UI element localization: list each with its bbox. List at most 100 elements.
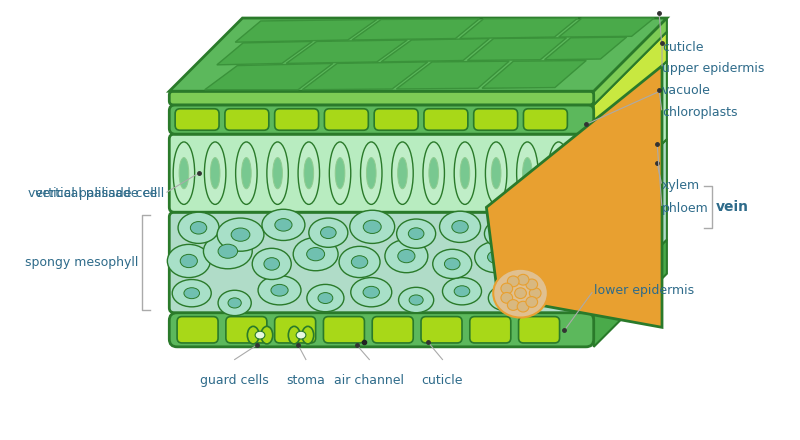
Ellipse shape <box>167 244 210 278</box>
Ellipse shape <box>264 258 279 270</box>
Ellipse shape <box>538 285 552 296</box>
Polygon shape <box>594 139 667 313</box>
Ellipse shape <box>252 248 291 279</box>
Ellipse shape <box>548 142 570 205</box>
FancyBboxPatch shape <box>421 317 462 343</box>
Text: chloroplasts: chloroplasts <box>662 106 738 119</box>
Ellipse shape <box>454 142 476 205</box>
Polygon shape <box>594 32 667 134</box>
Ellipse shape <box>494 269 548 318</box>
Ellipse shape <box>258 275 301 305</box>
Ellipse shape <box>339 246 380 278</box>
Polygon shape <box>558 18 654 37</box>
Ellipse shape <box>429 158 438 189</box>
Text: cuticle: cuticle <box>662 41 703 54</box>
Polygon shape <box>205 63 333 90</box>
FancyBboxPatch shape <box>374 109 418 130</box>
Text: vertical palisade cell: vertical palisade cell <box>28 187 157 200</box>
Ellipse shape <box>363 286 379 298</box>
Ellipse shape <box>267 142 288 205</box>
Ellipse shape <box>180 254 198 268</box>
Ellipse shape <box>452 220 468 233</box>
Ellipse shape <box>255 331 265 339</box>
FancyBboxPatch shape <box>372 317 414 343</box>
Polygon shape <box>381 39 490 62</box>
Polygon shape <box>467 38 566 60</box>
FancyBboxPatch shape <box>424 109 468 130</box>
Ellipse shape <box>398 249 415 263</box>
Ellipse shape <box>530 214 566 242</box>
Ellipse shape <box>423 142 445 205</box>
FancyBboxPatch shape <box>470 317 510 343</box>
Ellipse shape <box>433 249 472 279</box>
Ellipse shape <box>486 142 507 205</box>
Ellipse shape <box>218 244 238 258</box>
Ellipse shape <box>522 158 532 189</box>
Polygon shape <box>594 18 667 105</box>
Ellipse shape <box>526 279 538 290</box>
Polygon shape <box>170 18 667 91</box>
Ellipse shape <box>491 158 501 189</box>
Ellipse shape <box>554 158 563 189</box>
Ellipse shape <box>203 234 252 269</box>
Ellipse shape <box>217 218 264 251</box>
Polygon shape <box>235 19 377 42</box>
FancyBboxPatch shape <box>474 109 518 130</box>
Ellipse shape <box>218 290 251 315</box>
Text: upper epidermis: upper epidermis <box>662 62 764 75</box>
Ellipse shape <box>228 298 242 308</box>
Ellipse shape <box>522 249 558 279</box>
Polygon shape <box>486 66 662 327</box>
Ellipse shape <box>398 158 407 189</box>
Ellipse shape <box>306 248 325 261</box>
Ellipse shape <box>172 279 211 307</box>
Ellipse shape <box>294 238 338 271</box>
Ellipse shape <box>178 212 219 243</box>
Ellipse shape <box>351 256 368 268</box>
Ellipse shape <box>288 326 300 344</box>
FancyBboxPatch shape <box>177 317 218 343</box>
Ellipse shape <box>499 293 513 303</box>
Ellipse shape <box>397 219 436 248</box>
Polygon shape <box>594 61 667 212</box>
Ellipse shape <box>309 218 348 247</box>
Ellipse shape <box>350 210 394 243</box>
Ellipse shape <box>184 288 199 299</box>
Ellipse shape <box>261 326 273 344</box>
Polygon shape <box>545 37 626 60</box>
FancyBboxPatch shape <box>325 109 368 130</box>
Ellipse shape <box>271 284 288 296</box>
Ellipse shape <box>247 326 259 344</box>
Ellipse shape <box>507 276 519 287</box>
Polygon shape <box>217 41 313 65</box>
Ellipse shape <box>190 222 206 234</box>
Ellipse shape <box>173 142 194 205</box>
Ellipse shape <box>408 228 424 239</box>
FancyBboxPatch shape <box>170 212 594 313</box>
Ellipse shape <box>242 158 251 189</box>
FancyBboxPatch shape <box>170 134 594 212</box>
Ellipse shape <box>526 297 538 307</box>
Ellipse shape <box>307 284 344 312</box>
Ellipse shape <box>392 142 414 205</box>
Ellipse shape <box>321 227 336 238</box>
Text: vertical palisade cell: vertical palisade cell <box>35 187 165 200</box>
Ellipse shape <box>460 158 470 189</box>
Ellipse shape <box>409 295 423 305</box>
Ellipse shape <box>302 326 314 344</box>
Ellipse shape <box>439 211 481 242</box>
Ellipse shape <box>454 286 470 297</box>
Ellipse shape <box>507 300 519 310</box>
Ellipse shape <box>210 158 220 189</box>
FancyBboxPatch shape <box>523 109 567 130</box>
Ellipse shape <box>485 219 523 248</box>
Ellipse shape <box>330 142 350 205</box>
Text: phloem: phloem <box>662 202 709 215</box>
Text: vacuole: vacuole <box>662 84 711 97</box>
Polygon shape <box>482 60 586 88</box>
Ellipse shape <box>445 258 460 270</box>
Ellipse shape <box>231 228 250 241</box>
Ellipse shape <box>541 222 555 233</box>
Ellipse shape <box>501 293 513 303</box>
Text: stoma: stoma <box>286 374 326 387</box>
